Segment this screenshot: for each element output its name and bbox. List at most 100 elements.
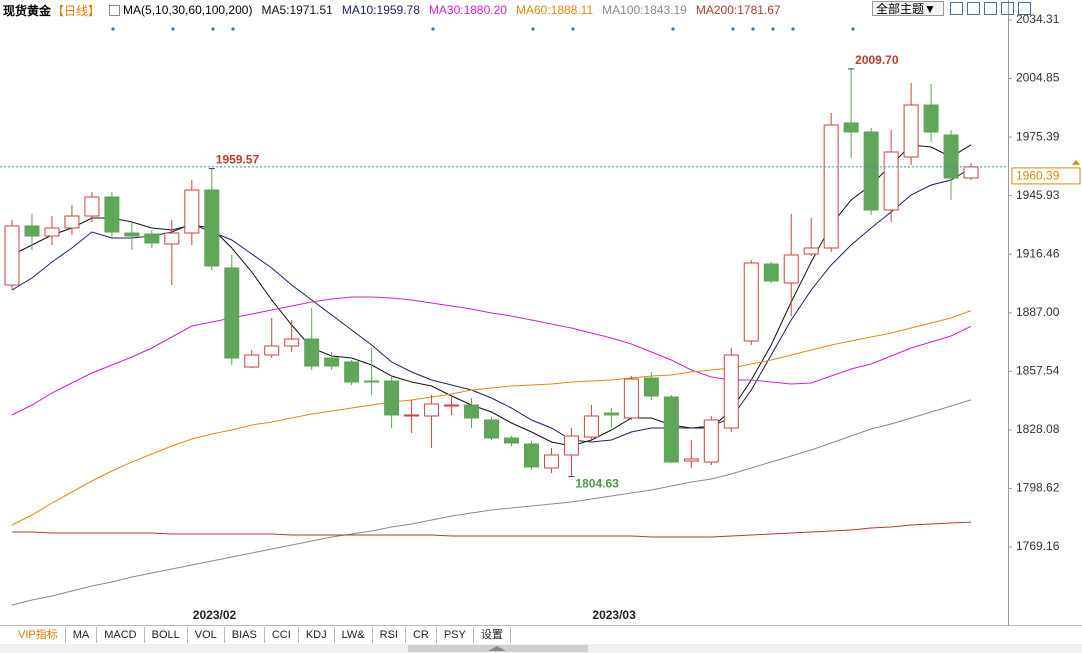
candle-body bbox=[304, 338, 320, 367]
indicator-name: MA(5,10,30,60,100,200) bbox=[123, 3, 253, 17]
legend-entry: MA30:1880.20 bbox=[428, 3, 507, 17]
candle-body bbox=[224, 267, 240, 359]
candle-body bbox=[444, 404, 460, 407]
candle-body bbox=[703, 419, 719, 463]
candle-body bbox=[384, 380, 400, 416]
candle-body bbox=[923, 104, 939, 133]
header: 现货黄金 【日线】 MA(5,10,30,60,100,200) MA5:197… bbox=[3, 2, 790, 18]
indicator-tab[interactable]: VIP指标 bbox=[0, 627, 66, 643]
period: 【日线】 bbox=[52, 3, 101, 18]
theme-label: 全部主题 bbox=[876, 2, 925, 16]
candle-body bbox=[104, 196, 120, 233]
candle-body bbox=[723, 354, 739, 429]
theme-dropdown[interactable]: 全部主题▼ bbox=[872, 1, 944, 16]
candle-body bbox=[543, 454, 559, 469]
candle-body bbox=[364, 380, 380, 383]
legend-entry: MA100:1843.19 bbox=[602, 3, 687, 17]
candle-body bbox=[503, 437, 519, 444]
y-tick-label: 2034.31 bbox=[1016, 12, 1060, 26]
candle-body bbox=[44, 227, 60, 237]
candle-body bbox=[324, 357, 340, 367]
candle-body bbox=[464, 404, 480, 419]
y-tick-label: 1945.93 bbox=[1016, 188, 1060, 202]
candle-body bbox=[823, 124, 839, 249]
indicator-tab[interactable]: BOLL bbox=[145, 627, 188, 643]
candle-body bbox=[284, 338, 300, 347]
candle-body bbox=[344, 361, 360, 383]
candle-body bbox=[204, 189, 220, 267]
y-tick-label: 1857.54 bbox=[1016, 364, 1060, 378]
candle-body bbox=[84, 196, 100, 217]
legend-entry: MA200:1781.67 bbox=[695, 3, 781, 17]
y-tick-label: 1798.62 bbox=[1016, 481, 1060, 495]
instrument-title: 现货黄金 bbox=[3, 3, 52, 18]
ma-line bbox=[11, 399, 972, 606]
indicator-tab[interactable]: RSI bbox=[373, 627, 406, 643]
indicator-tab[interactable]: CR bbox=[406, 627, 437, 643]
y-tick-label: 1769.16 bbox=[1016, 539, 1060, 553]
last-price-box bbox=[1011, 167, 1081, 185]
indicator-icon[interactable] bbox=[109, 4, 121, 16]
indicator-tab[interactable]: MA bbox=[66, 627, 98, 643]
indicator-tab[interactable]: 设置 bbox=[474, 627, 511, 643]
candle-body bbox=[404, 414, 420, 417]
candle-body bbox=[583, 415, 599, 438]
last-price-arrow bbox=[1072, 159, 1080, 165]
indicator-tab[interactable]: MACD bbox=[97, 627, 145, 643]
last-price-label: 1960.39 bbox=[1016, 169, 1060, 183]
candle-body bbox=[683, 458, 699, 462]
candle-body bbox=[244, 354, 260, 368]
candle-body bbox=[164, 232, 180, 245]
scrollbar-arrow bbox=[488, 646, 506, 651]
candle-body bbox=[184, 189, 200, 234]
indicator-tab[interactable]: BIAS bbox=[225, 627, 265, 643]
candle-body bbox=[783, 254, 799, 284]
high-label: 2009.70 bbox=[855, 53, 899, 67]
x-tick-label: 2023/02 bbox=[193, 608, 237, 622]
candle-body bbox=[743, 262, 759, 342]
candle-body bbox=[763, 263, 779, 282]
candle-body bbox=[883, 151, 899, 211]
candle-body bbox=[903, 104, 919, 158]
legend-entry: MA60:1888.11 bbox=[515, 3, 594, 17]
indicator-tabs: VIP指标 MA MACD BOLL VOL BIAS CCI KDJ LW& RSI CR PSY 设… bbox=[0, 627, 511, 643]
event-markers bbox=[111, 27, 855, 31]
y-tick-label: 1975.39 bbox=[1016, 129, 1060, 143]
indicator-tab[interactable]: VOL bbox=[188, 627, 225, 643]
low-label: 1804.63 bbox=[575, 477, 619, 491]
candle-body bbox=[863, 131, 879, 211]
candle-body bbox=[623, 378, 639, 419]
legend-entry: MA10:1959.78 bbox=[341, 3, 420, 17]
candle-body bbox=[4, 225, 20, 286]
y-tick-label: 1887.00 bbox=[1016, 305, 1060, 319]
ma-line bbox=[11, 310, 972, 526]
ma-line bbox=[11, 296, 972, 416]
indicator-tab[interactable]: KDJ bbox=[299, 627, 335, 643]
candle-body bbox=[643, 377, 659, 397]
candle-body bbox=[484, 419, 500, 439]
y-tick-label: 1916.46 bbox=[1016, 246, 1060, 260]
candle-body bbox=[943, 134, 959, 179]
candle-body bbox=[24, 225, 40, 237]
y-tick-label: 2004.85 bbox=[1016, 71, 1060, 85]
candle-body bbox=[144, 233, 160, 244]
candle-body bbox=[424, 403, 440, 417]
x-tick-label: 2023/03 bbox=[592, 608, 636, 622]
legend-entry: MA5:1971.51 bbox=[261, 3, 333, 17]
indicator-tab[interactable]: PSY bbox=[437, 627, 474, 643]
toolbar-icons[interactable] bbox=[950, 2, 1031, 15]
candle-body bbox=[523, 443, 539, 468]
candle-body bbox=[264, 345, 280, 356]
candle-body bbox=[663, 396, 679, 463]
candle-body bbox=[64, 215, 80, 229]
candle-body bbox=[603, 412, 619, 416]
candle-body bbox=[563, 435, 579, 456]
indicator-tab[interactable]: CCI bbox=[265, 627, 299, 643]
ma-line bbox=[12, 521, 972, 538]
candle-body bbox=[124, 232, 140, 237]
y-tick-label: 1828.08 bbox=[1016, 422, 1060, 436]
candle-body bbox=[843, 122, 859, 133]
indicator-tab[interactable]: LW& bbox=[335, 627, 373, 643]
